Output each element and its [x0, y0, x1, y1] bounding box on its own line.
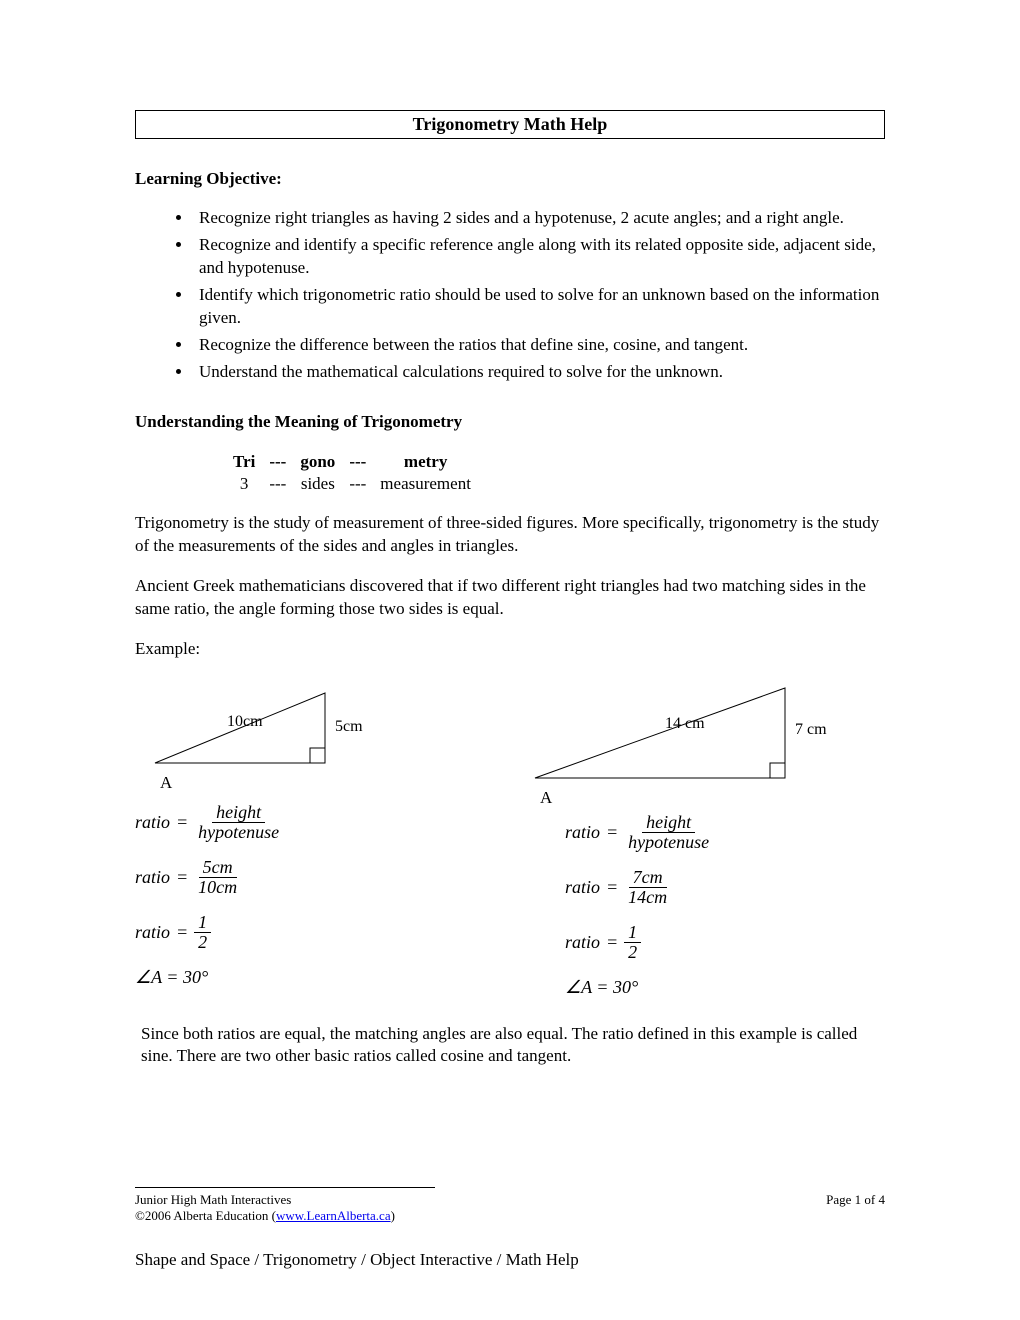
ratio-word: ratio — [565, 823, 600, 842]
ratio-word: ratio — [565, 933, 600, 952]
page-title: Trigonometry Math Help — [413, 114, 608, 134]
fraction: 7cm 14cm — [624, 868, 671, 907]
equals-sign: = — [176, 923, 188, 942]
vertex-label: A — [160, 773, 172, 793]
footer-copyright-suffix: ) — [391, 1208, 395, 1223]
triangle-shape — [535, 688, 785, 778]
right-angle-square — [770, 763, 785, 778]
triangle-left-block: 10cm 5cm A ratio = height hypotenuse rat… — [135, 673, 495, 996]
equals-sign: = — [176, 868, 188, 887]
ratio-equations-right: ratio = height hypotenuse ratio = 7cm 14… — [565, 813, 885, 996]
numerator: 1 — [624, 923, 641, 943]
etym-cell: Tri — [227, 452, 261, 472]
ratio-word: ratio — [135, 813, 170, 832]
equals-sign: = — [176, 813, 188, 832]
equals-sign: = — [606, 823, 618, 842]
example-label: Example: — [135, 639, 885, 659]
etym-cell: metry — [374, 452, 477, 472]
angle-value: ∠A = 30° — [135, 968, 495, 987]
etym-cell: --- — [343, 474, 372, 494]
equals-sign: = — [606, 878, 618, 897]
etym-cell: --- — [263, 474, 292, 494]
footer-left-1: Junior High Math Interactives — [135, 1192, 291, 1208]
conclusion-paragraph: Since both ratios are equal, the matchin… — [141, 1023, 885, 1069]
etym-cell: --- — [263, 452, 292, 472]
fraction: 5cm 10cm — [194, 858, 241, 897]
page-title-box: Trigonometry Math Help — [135, 110, 885, 139]
etym-cell: 3 — [227, 474, 261, 494]
footer-link[interactable]: www.LearnAlberta.ca — [276, 1208, 391, 1223]
footer-divider — [135, 1187, 435, 1188]
triangle-right-diagram: 14 cm 7 cm A — [525, 673, 885, 803]
numerator: height — [212, 803, 265, 823]
triangles-row: 10cm 5cm A ratio = height hypotenuse rat… — [135, 673, 885, 996]
hypotenuse-label: 10cm — [227, 713, 263, 731]
numerator: height — [642, 813, 695, 833]
ratio-word: ratio — [135, 923, 170, 942]
denominator: hypotenuse — [624, 833, 713, 852]
understanding-heading: Understanding the Meaning of Trigonometr… — [135, 412, 885, 432]
list-item: Recognize right triangles as having 2 si… — [193, 207, 885, 230]
ratio-word: ratio — [565, 878, 600, 897]
denominator: 2 — [624, 943, 641, 962]
list-item: Identify which trigonometric ratio shoul… — [193, 284, 885, 330]
list-item: Understand the mathematical calculations… — [193, 361, 885, 384]
document-page: Trigonometry Math Help Learning Objectiv… — [0, 0, 1020, 1320]
height-label: 5cm — [335, 718, 363, 736]
ratio-equations-left: ratio = height hypotenuse ratio = 5cm 10… — [135, 803, 495, 986]
etym-cell: --- — [343, 452, 372, 472]
height-label: 7 cm — [795, 721, 827, 739]
paragraph: Trigonometry is the study of measurement… — [135, 512, 885, 558]
denominator: 2 — [194, 933, 211, 952]
numerator: 5cm — [199, 858, 237, 878]
list-item: Recognize the difference between the rat… — [193, 334, 885, 357]
footer-copyright-prefix: ©2006 Alberta Education ( — [135, 1208, 276, 1223]
page-footer: Junior High Math Interactives Page 1 of … — [135, 1187, 885, 1270]
right-angle-square — [310, 748, 325, 763]
fraction: 1 2 — [194, 913, 211, 952]
vertex-label: A — [540, 788, 552, 808]
etym-cell: gono — [294, 452, 341, 472]
ratio-word: ratio — [135, 868, 170, 887]
breadcrumb: Shape and Space / Trigonometry / Object … — [135, 1250, 885, 1270]
numerator: 7cm — [629, 868, 667, 888]
equals-sign: = — [606, 933, 618, 952]
triangle-right-block: 14 cm 7 cm A ratio = height hypotenuse r… — [525, 673, 885, 996]
fraction: 1 2 — [624, 923, 641, 962]
hypotenuse-label: 14 cm — [665, 715, 705, 733]
etym-cell: measurement — [374, 474, 477, 494]
numerator: 1 — [194, 913, 211, 933]
fraction: height hypotenuse — [624, 813, 713, 852]
triangle-left-diagram: 10cm 5cm A — [135, 673, 495, 793]
denominator: 14cm — [624, 888, 671, 907]
denominator: 10cm — [194, 878, 241, 897]
denominator: hypotenuse — [194, 823, 283, 842]
list-item: Recognize and identify a specific refere… — [193, 234, 885, 280]
fraction: height hypotenuse — [194, 803, 283, 842]
paragraph: Ancient Greek mathematicians discovered … — [135, 575, 885, 621]
objectives-list: Recognize right triangles as having 2 si… — [135, 207, 885, 384]
learning-objective-heading: Learning Objective: — [135, 169, 885, 189]
etymology-table: Tri --- gono --- metry 3 --- sides --- m… — [225, 450, 479, 496]
etym-cell: sides — [294, 474, 341, 494]
angle-value: ∠A = 30° — [565, 978, 885, 997]
footer-page-number: Page 1 of 4 — [826, 1192, 885, 1208]
